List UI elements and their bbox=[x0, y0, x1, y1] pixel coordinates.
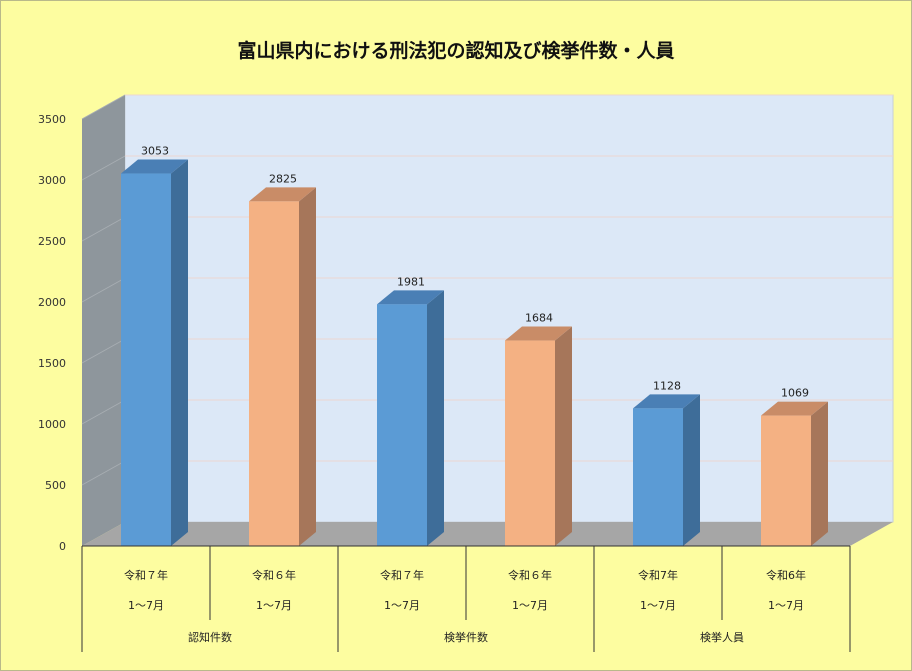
gridline-side bbox=[81, 94, 126, 120]
data-label: 1128 bbox=[653, 379, 681, 392]
bar bbox=[249, 201, 299, 546]
category-label: 令和７年 bbox=[380, 568, 424, 582]
y-tick-label: 2000 bbox=[38, 296, 66, 309]
bar bbox=[377, 304, 427, 546]
gridline-side bbox=[81, 277, 126, 303]
bar-top bbox=[633, 394, 700, 409]
y-tick-label: 0 bbox=[59, 540, 66, 553]
category-label: 令和7年 bbox=[638, 568, 678, 582]
bar-side bbox=[299, 187, 316, 546]
bar-top bbox=[249, 187, 316, 202]
group-label: 検挙人員 bbox=[700, 630, 744, 644]
y-tick-label: 1000 bbox=[38, 418, 66, 431]
bar-top bbox=[377, 290, 444, 305]
gridline-side bbox=[81, 460, 126, 486]
side-wall bbox=[82, 95, 125, 546]
category-label: 令和６年 bbox=[508, 568, 552, 582]
chart-title: 富山県内における刑法犯の認知及び検挙件数・人員 bbox=[237, 40, 675, 62]
category-sublabel: 1～7月 bbox=[512, 599, 548, 612]
bar-top bbox=[121, 159, 188, 174]
bar bbox=[505, 340, 555, 546]
category-label: 令和６年 bbox=[252, 568, 296, 582]
bar-side bbox=[427, 290, 444, 546]
data-label: 2825 bbox=[269, 172, 297, 185]
bar bbox=[633, 408, 683, 546]
bar-top bbox=[505, 326, 572, 341]
y-tick-label: 3500 bbox=[38, 113, 66, 126]
category-sublabel: 1～7月 bbox=[768, 599, 804, 612]
gridline-side bbox=[81, 338, 126, 364]
data-label: 1684 bbox=[525, 312, 553, 325]
y-tick-label: 500 bbox=[45, 479, 66, 492]
y-tick-label: 3000 bbox=[38, 174, 66, 187]
group-label: 検挙件数 bbox=[444, 630, 488, 644]
bar bbox=[121, 173, 171, 546]
category-sublabel: 1～7月 bbox=[128, 599, 164, 612]
data-label: 3053 bbox=[141, 145, 169, 158]
gridline-side bbox=[81, 155, 126, 181]
data-label: 1069 bbox=[781, 387, 809, 400]
bar bbox=[761, 415, 811, 546]
bar-side bbox=[171, 159, 188, 546]
bar-top bbox=[761, 401, 828, 416]
category-sublabel: 1～7月 bbox=[384, 599, 420, 612]
category-label: 令和6年 bbox=[766, 568, 806, 582]
gridline-side bbox=[81, 399, 126, 425]
bar-side bbox=[555, 326, 572, 546]
category-label: 令和７年 bbox=[124, 568, 168, 582]
gridline-side bbox=[81, 216, 126, 242]
category-sublabel: 1～7月 bbox=[640, 599, 676, 612]
data-label: 1981 bbox=[397, 275, 425, 288]
bar-side bbox=[683, 394, 700, 546]
group-label: 認知件数 bbox=[188, 630, 232, 644]
bar-side bbox=[811, 401, 828, 546]
y-tick-label: 1500 bbox=[38, 357, 66, 370]
category-sublabel: 1～7月 bbox=[256, 599, 292, 612]
y-tick-label: 2500 bbox=[38, 235, 66, 248]
